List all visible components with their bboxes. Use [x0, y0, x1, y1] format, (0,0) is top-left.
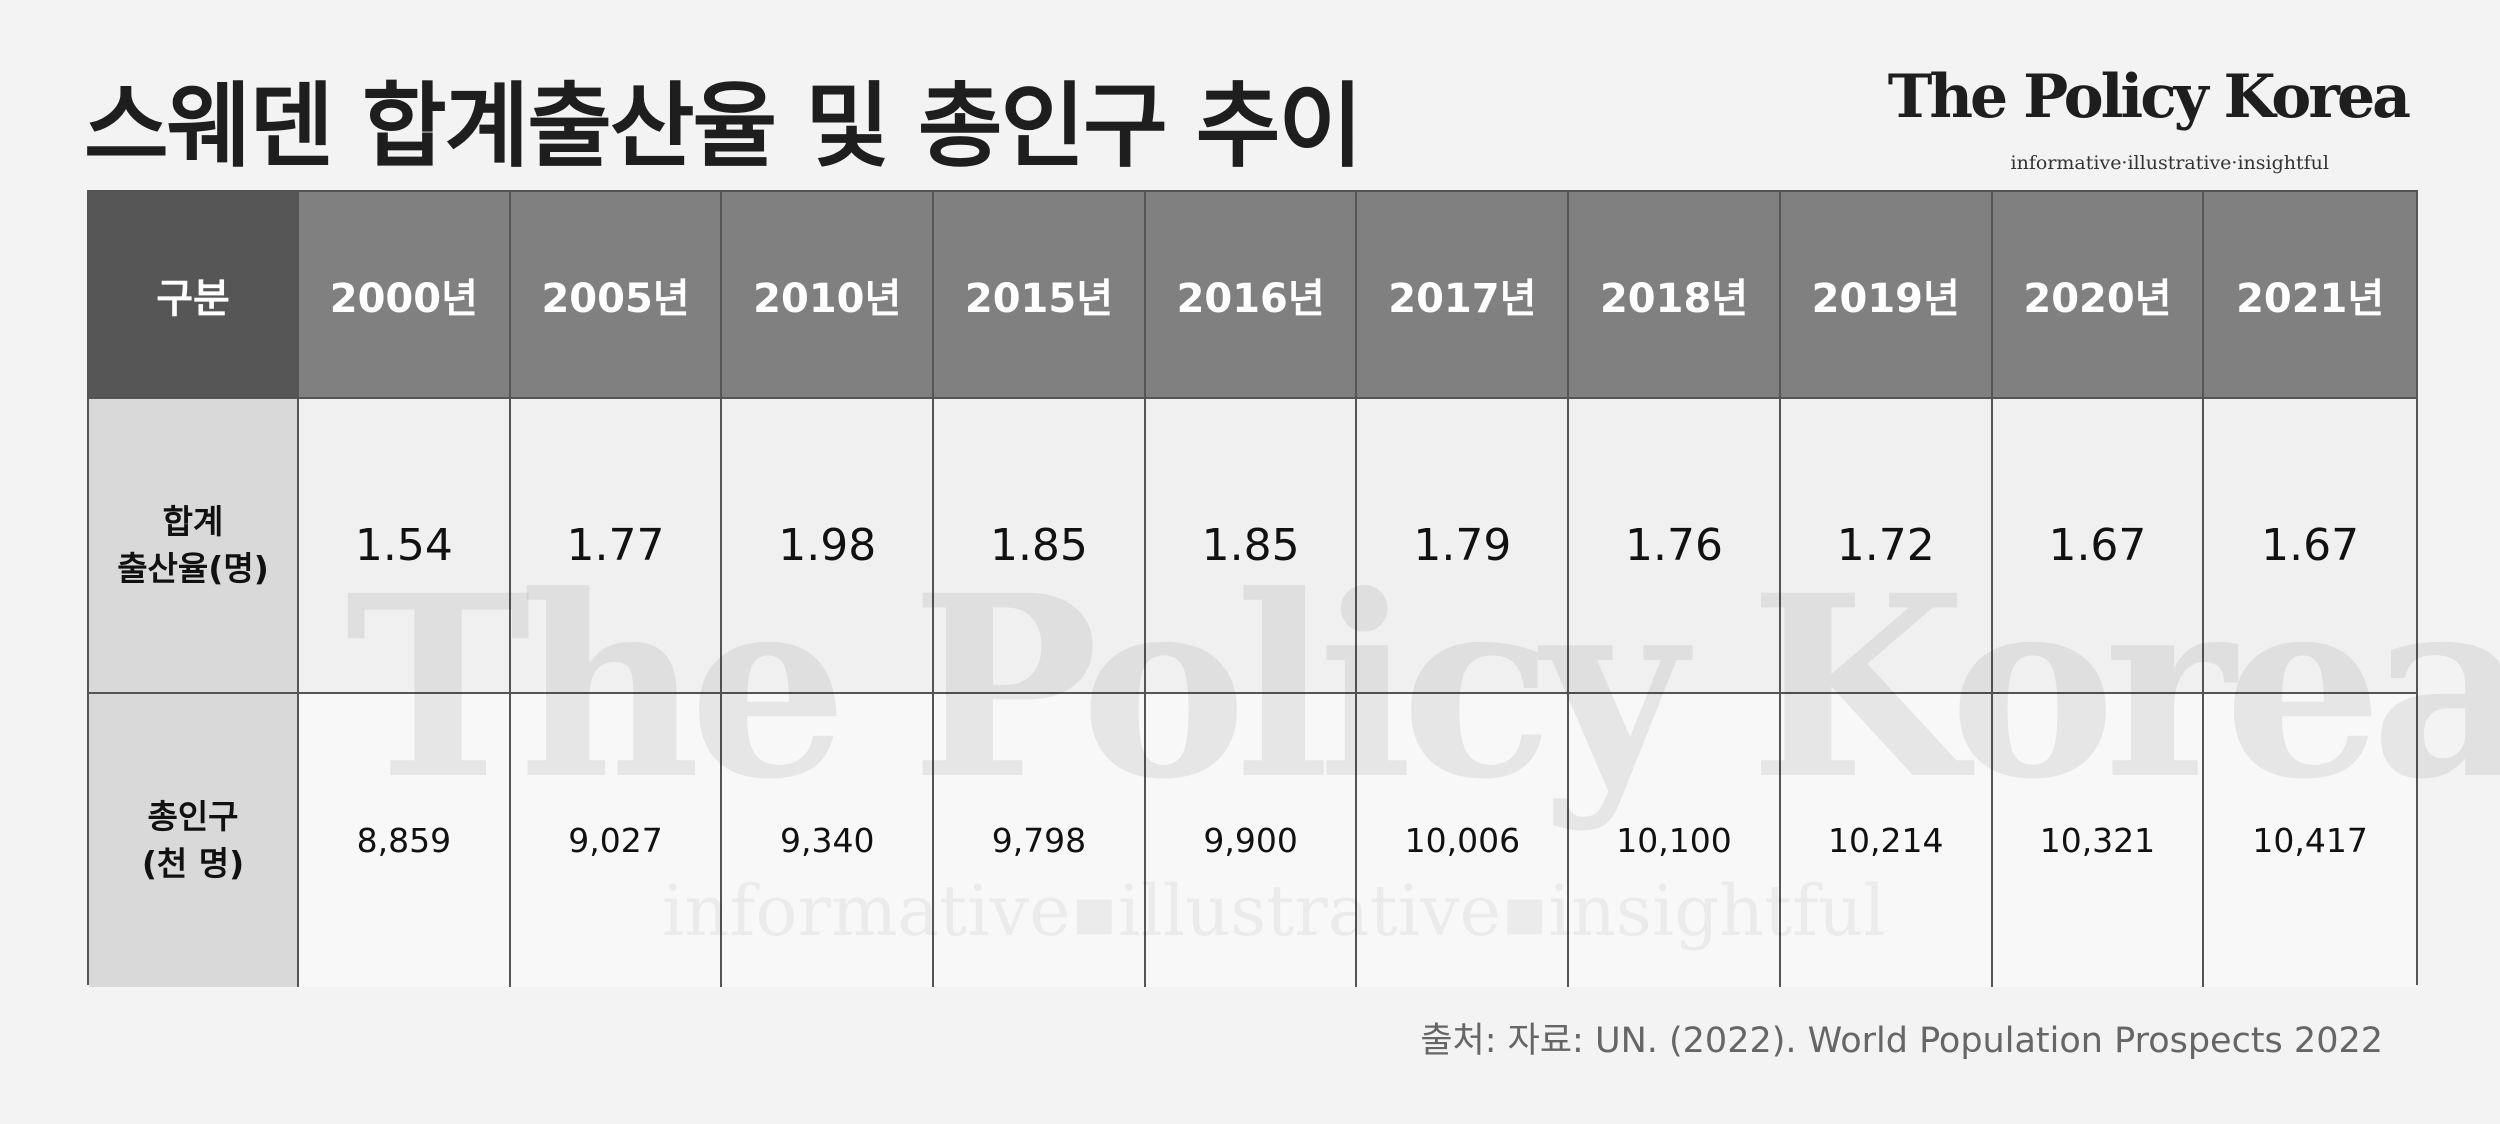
table-cell: 1.85: [1145, 399, 1358, 694]
table-cell: 1.77: [510, 399, 723, 694]
column-header: 2020년: [1992, 192, 2205, 399]
row-label-line: 총인구: [147, 797, 239, 837]
table-cell: 10,321: [1992, 694, 2205, 987]
table-cell: 9,340: [722, 694, 935, 987]
table-cell: 1.85: [934, 399, 1146, 694]
column-header: 구분: [89, 192, 299, 399]
table-cell: 10,214: [1780, 694, 1993, 987]
table-cell: 1.67: [2204, 399, 2416, 694]
table-cell: 1.79: [1357, 399, 1570, 694]
column-header: 2015년: [934, 192, 1146, 399]
row-label-line: (천 명): [141, 843, 245, 883]
source-note: 출처: 자료: UN. (2022). World Population Pro…: [1420, 1021, 2383, 1061]
table-cell: 1.72: [1780, 399, 1993, 694]
table-cell: 10,417: [2204, 694, 2416, 987]
column-header: 2016년: [1145, 192, 1358, 399]
table-cell: 10,006: [1357, 694, 1570, 987]
column-header: 2010년: [722, 192, 935, 399]
table-cell: 9,798: [934, 694, 1146, 987]
table-cell: 1.98: [722, 399, 935, 694]
tagline: informative·illustrative·insightful: [2010, 152, 2329, 174]
logo: The Policy Korea: [1887, 62, 2411, 132]
column-header: 2005년: [510, 192, 723, 399]
table-cell: 1.67: [1992, 399, 2205, 694]
column-header: 2018년: [1569, 192, 1781, 399]
column-header: 2017년: [1357, 192, 1570, 399]
table: 구분 2000년 2005년 2010년 2015년 2016년 2017년 2018년 201…: [87, 190, 2418, 987]
table-cell: 8,859: [299, 694, 511, 987]
title: 스웨덴 합계출산율 및 총인구 추이: [84, 73, 1363, 180]
column-header: 2000년: [299, 192, 511, 399]
row-label-line: 합계: [162, 502, 224, 542]
row-label: 총인구 (천 명): [89, 694, 299, 987]
table-cell: 9,027: [510, 694, 723, 987]
column-header: 2021년: [2204, 192, 2416, 399]
table-cell: 1.54: [299, 399, 511, 694]
table-cell: 10,100: [1569, 694, 1781, 987]
row-label-line: 출산율(명): [117, 548, 269, 588]
table-cell: 1.76: [1569, 399, 1781, 694]
table-cell: 9,900: [1145, 694, 1358, 987]
column-header: 2019년: [1780, 192, 1993, 399]
